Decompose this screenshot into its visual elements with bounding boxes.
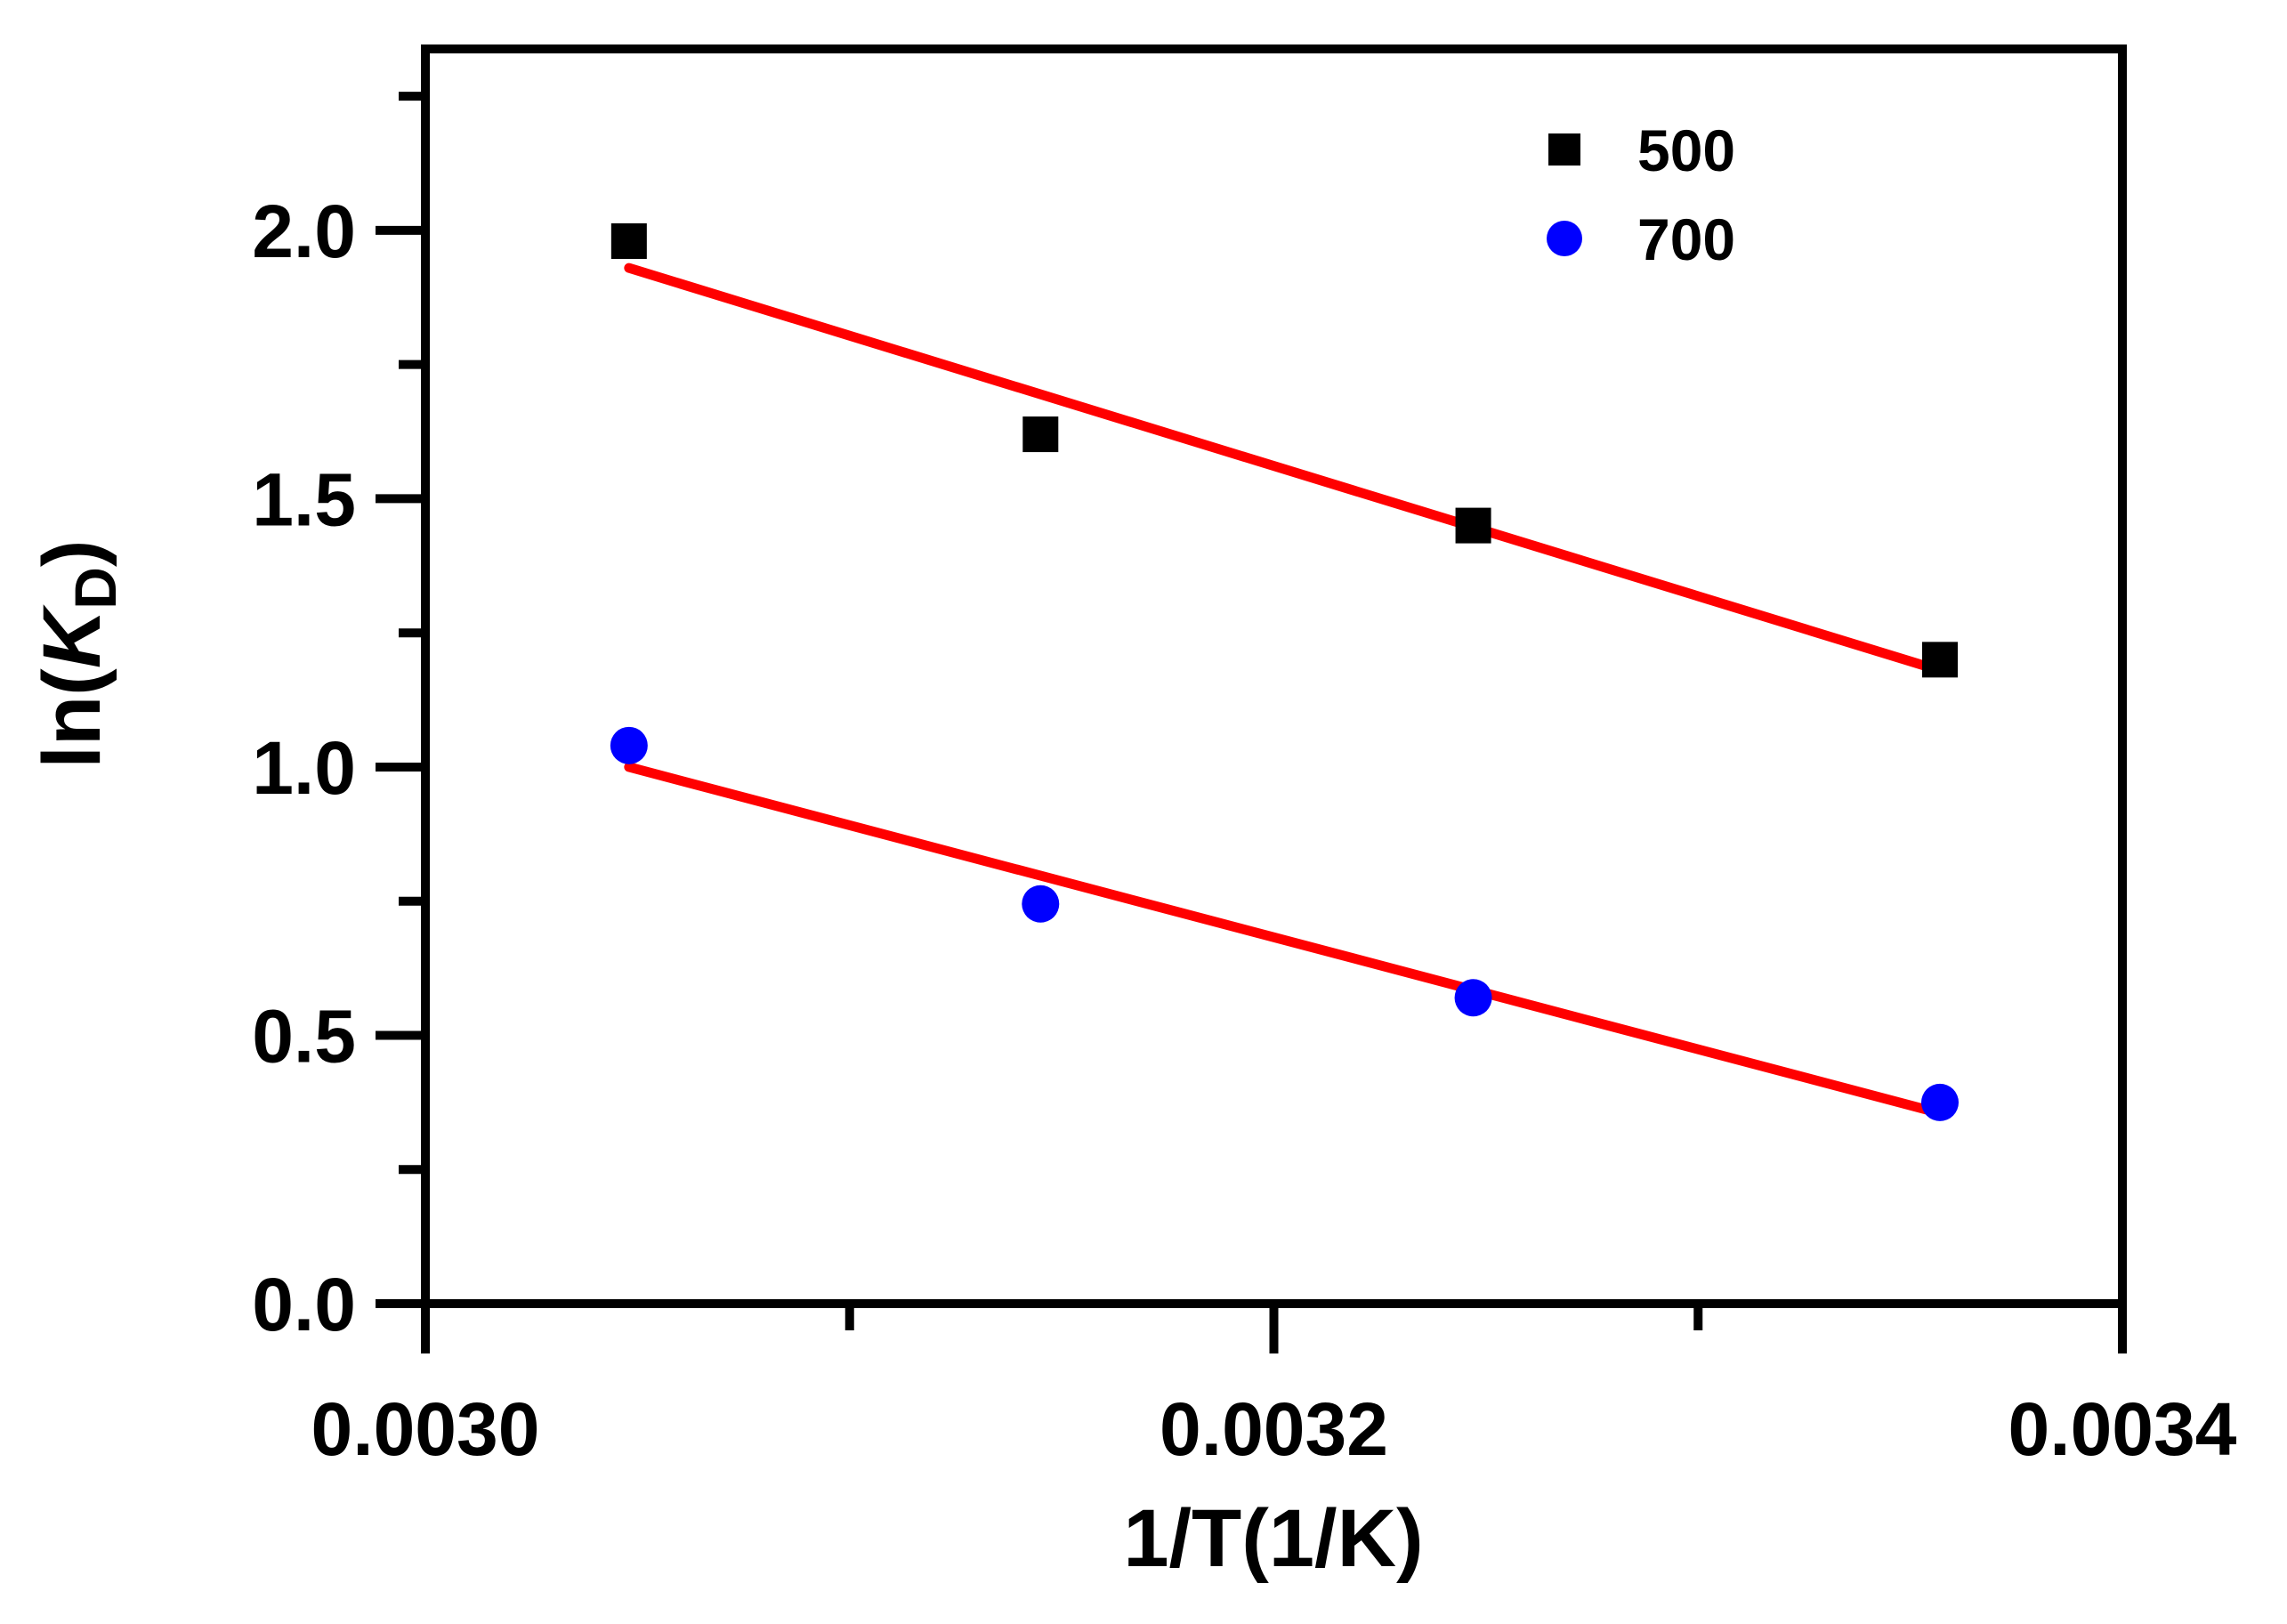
x-axis-title: 1/T(1/K) <box>1123 1493 1423 1584</box>
point-700 <box>1454 979 1492 1017</box>
fit-line-500 <box>624 263 1945 675</box>
point-500 <box>1022 416 1059 453</box>
point-700 <box>610 726 648 764</box>
y-axis-title-subscript: D <box>62 567 128 610</box>
tick-labels: 0.0030 0.0032 0.0034 0.0 0.5 1.0 1.5 2.0 <box>252 190 2237 1471</box>
legend-label-700: 700 <box>1637 206 1735 272</box>
y-tick-label: 0.5 <box>252 994 356 1078</box>
x-tick-label: 0.0034 <box>2008 1387 2237 1471</box>
axis-ticks <box>376 225 2127 1353</box>
x-tick-label: 0.0030 <box>311 1387 540 1471</box>
fit-lines <box>624 263 1945 1119</box>
y-axis-title: ln(KD) <box>27 539 128 768</box>
y-tick-label: 0.0 <box>252 1263 356 1346</box>
legend-marker-500 <box>1548 133 1580 166</box>
y-tick-label: 1.5 <box>252 457 356 541</box>
y-tick-label: 2.0 <box>252 190 356 273</box>
legend-marker-700 <box>1547 221 1582 256</box>
data-points <box>610 222 1959 1121</box>
point-500 <box>1455 507 1491 544</box>
y-axis-title-prefix: ln( <box>27 668 117 769</box>
plot-frame <box>421 44 2127 1308</box>
point-700 <box>1022 885 1060 923</box>
y-axis-title-italic: K <box>27 603 117 668</box>
point-500 <box>1921 642 1958 678</box>
y-axis-title-suffix: ) <box>27 539 117 567</box>
y-tick-label: 1.0 <box>252 726 356 810</box>
point-500 <box>610 222 647 259</box>
minor-ticks <box>399 92 1703 1330</box>
legend-label-500: 500 <box>1637 117 1735 183</box>
fit-line-700 <box>624 762 1945 1119</box>
point-700 <box>1920 1083 1959 1121</box>
x-tick-label: 0.0032 <box>1160 1387 1388 1471</box>
